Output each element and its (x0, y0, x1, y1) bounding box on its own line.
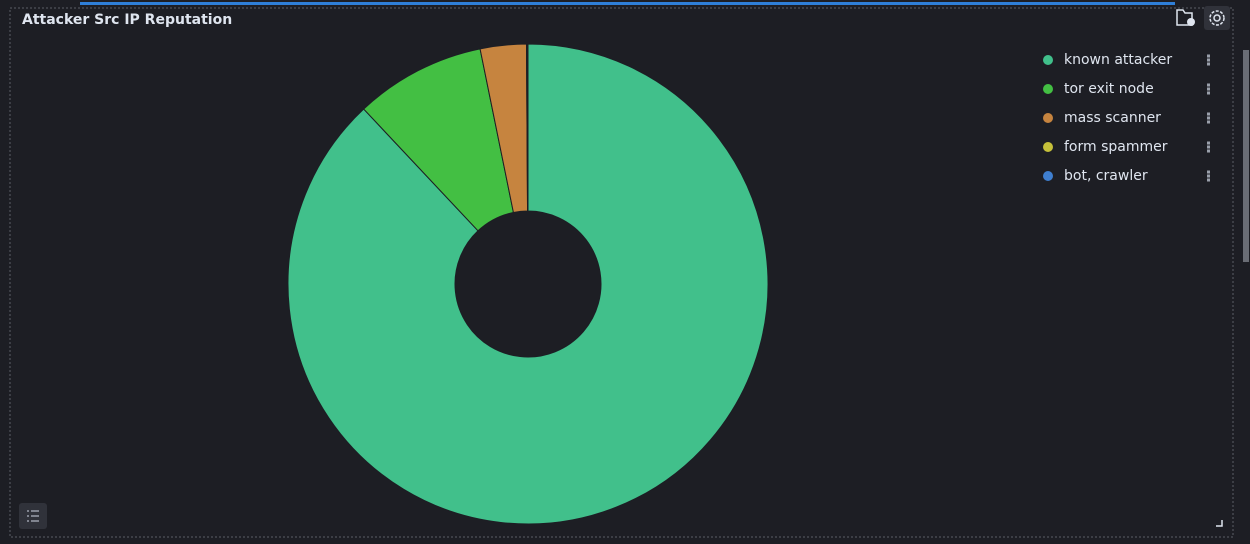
legend-menu-dot (1207, 62, 1210, 66)
legend-swatch (1043, 142, 1053, 152)
legend-menu-dot (1207, 83, 1210, 87)
legend-menu-dot (1207, 54, 1210, 58)
legend-label: form spammer (1064, 139, 1168, 155)
legend-swatch (1043, 113, 1053, 123)
legend-swatch (1043, 55, 1053, 65)
slice (287, 43, 769, 525)
slice (526, 43, 529, 212)
legend-menu-dot (1207, 87, 1210, 91)
folder-icon[interactable] (1176, 9, 1195, 26)
legend-menu-dot (1207, 120, 1210, 124)
legend-menu-dot (1207, 170, 1210, 174)
legend-menu-dot (1207, 112, 1210, 116)
legend-swatch (1043, 171, 1053, 181)
settings-icon[interactable] (1204, 6, 1230, 30)
legend-label: known attacker (1064, 52, 1172, 68)
legend-label: tor exit node (1064, 81, 1154, 97)
legend-menu-dot (1207, 91, 1210, 95)
legend-label: bot, crawler (1064, 168, 1148, 184)
top-bar (80, 2, 1175, 5)
legend-menu-dot (1207, 149, 1210, 153)
legend-menu-dot (1207, 141, 1210, 145)
resize-handle[interactable] (1216, 520, 1223, 527)
chart-title: Attacker Src IP Reputation (22, 12, 232, 28)
legend-menu-dot (1207, 145, 1210, 149)
list-button[interactable] (19, 503, 47, 529)
legend-menu-dot (1207, 174, 1210, 178)
legend-label: mass scanner (1064, 110, 1161, 126)
legend-swatch (1043, 84, 1053, 94)
scrollbar[interactable] (1243, 50, 1249, 262)
slice (363, 48, 515, 232)
legend-menu-dot (1207, 178, 1210, 182)
legend-menu-dot (1207, 116, 1210, 120)
legend-menu-dot (1207, 58, 1210, 62)
